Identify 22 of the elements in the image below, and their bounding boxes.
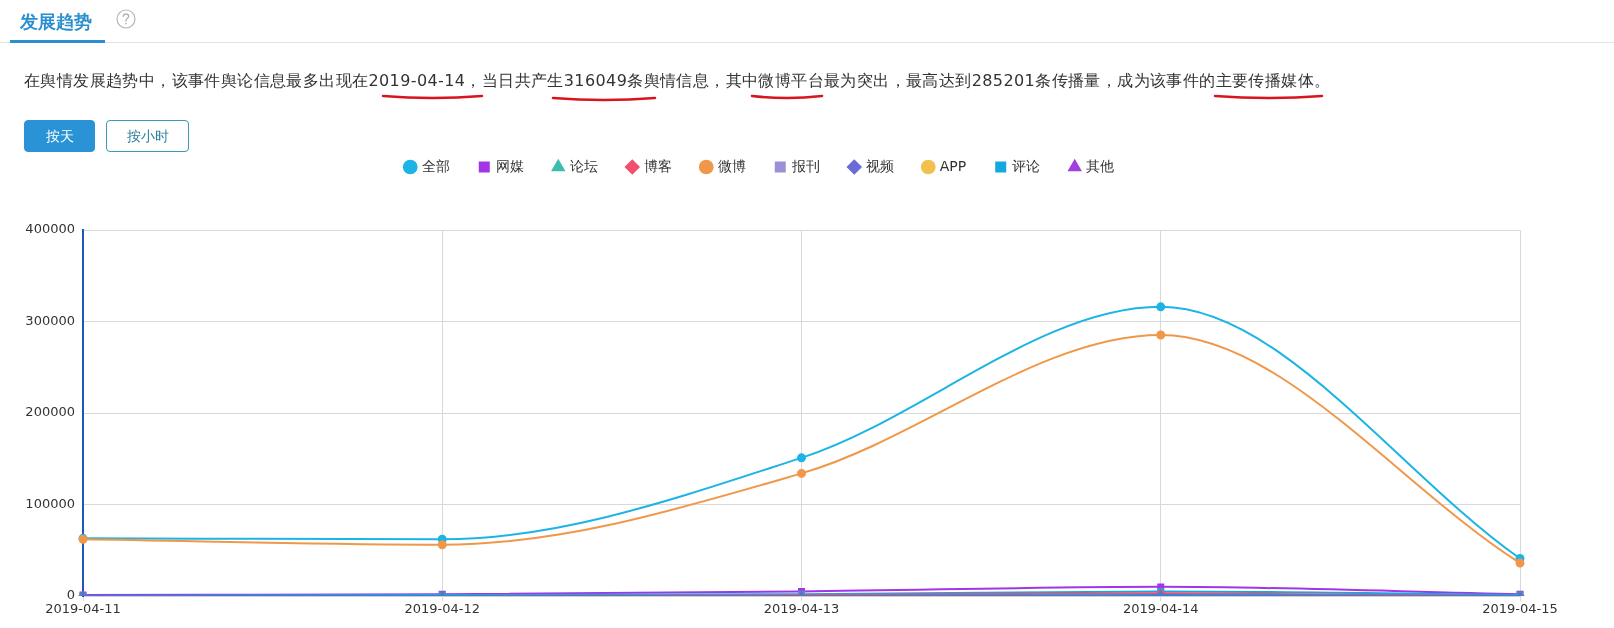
x-tick-label: 2019-04-12 bbox=[404, 601, 481, 617]
x-tick-label: 2019-04-11 bbox=[45, 601, 121, 617]
y-tick-label: 400000 bbox=[25, 221, 75, 237]
y-tick-label: 300000 bbox=[25, 312, 75, 328]
y-tick-label: 200000 bbox=[25, 404, 75, 420]
y-tick-label: 100000 bbox=[25, 495, 75, 511]
legend-label: 视频 bbox=[865, 157, 894, 174]
legend-label: APP bbox=[939, 157, 967, 174]
legend-label: 网媒 bbox=[495, 157, 524, 174]
legend-label: 其他 bbox=[1086, 157, 1115, 174]
legend-label: 评论 bbox=[1012, 157, 1041, 174]
x-tick-label: 2019-04-14 bbox=[1122, 601, 1199, 617]
legend-label: 博客 bbox=[643, 157, 672, 174]
legend-label: 全部 bbox=[421, 157, 450, 174]
legend-label: 报刊 bbox=[790, 157, 820, 174]
legend-label: 微博 bbox=[717, 157, 746, 174]
legend-label: 论坛 bbox=[569, 157, 598, 174]
chart-subtitle: 在舆情发展趋势中，该事件舆论信息最多出现在2019-04-14，当日共产生316049条舆情信息，其中微博平台最为突出，最高达到285201条传播量，成为该事件的主要传播媒体。 bbox=[24, 71, 1331, 92]
x-tick-label: 2019-04-13 bbox=[763, 601, 840, 617]
x-tick-label: 2019-04-15 bbox=[1482, 601, 1558, 617]
y-tick-label: 0 bbox=[66, 587, 75, 603]
chart-title: 发展趋势 bbox=[20, 10, 92, 34]
